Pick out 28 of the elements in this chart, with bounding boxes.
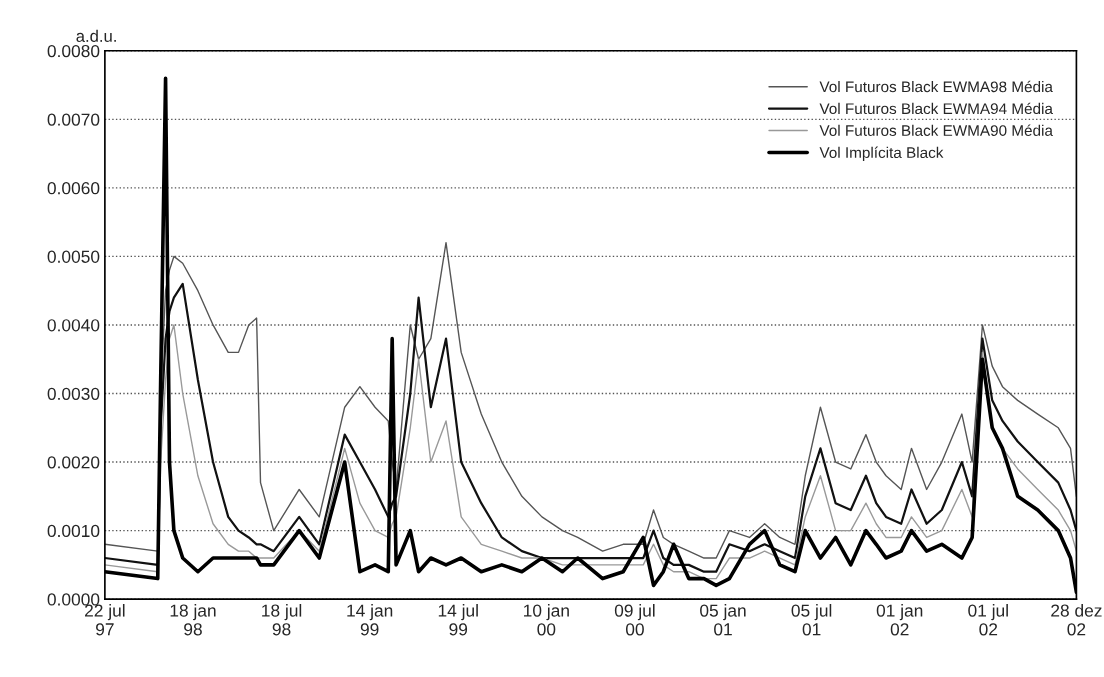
y-tick-label: 0.0060 — [47, 182, 100, 195]
x-tick-label: 28 dez 02 — [1051, 604, 1102, 636]
line-series — [104, 242, 1077, 559]
x-tick-label: 18 jan 98 — [170, 604, 216, 636]
x-tick-label: 22 jul 97 — [85, 604, 125, 636]
y-tick-label: 0.0030 — [47, 387, 100, 400]
x-tick-label: 05 jan 01 — [700, 604, 746, 636]
y-tick-label: 0.0040 — [47, 319, 100, 332]
x-tick-label: 18 jul 98 — [262, 604, 302, 636]
line-series — [104, 282, 1077, 573]
x-tick-label: 14 jan 99 — [347, 604, 393, 636]
legend-label: Vol Futuros Black EWMA98 Média — [819, 80, 1053, 93]
y-tick-label: 0.0020 — [47, 456, 100, 469]
y-tick-label: 0.0080 — [47, 44, 100, 58]
y-tick-label: 0.0010 — [47, 524, 100, 538]
y-axis-title: a.d.u. — [76, 29, 116, 42]
x-tick-label: 01 jan 02 — [876, 604, 923, 636]
legend-label: Vol Futuros Black EWMA90 Média — [819, 124, 1053, 136]
x-tick-label: 01 jul 02 — [968, 604, 1008, 636]
x-tick-label: 10 jan 00 — [524, 604, 569, 636]
x-tick-label: 14 jul 99 — [438, 604, 478, 636]
y-tick-label: 0.0050 — [47, 250, 100, 263]
y-tick-label: 0.0000 — [47, 593, 100, 606]
x-tick-label: 09 jul 00 — [614, 604, 655, 636]
x-tick-label: 05 jul 01 — [791, 604, 832, 636]
legend-label: Vol Implícita Black — [819, 146, 944, 162]
y-tick-label: 0.0070 — [47, 113, 100, 126]
legend-label: Vol Futuros Black EWMA94 Média — [819, 102, 1053, 115]
